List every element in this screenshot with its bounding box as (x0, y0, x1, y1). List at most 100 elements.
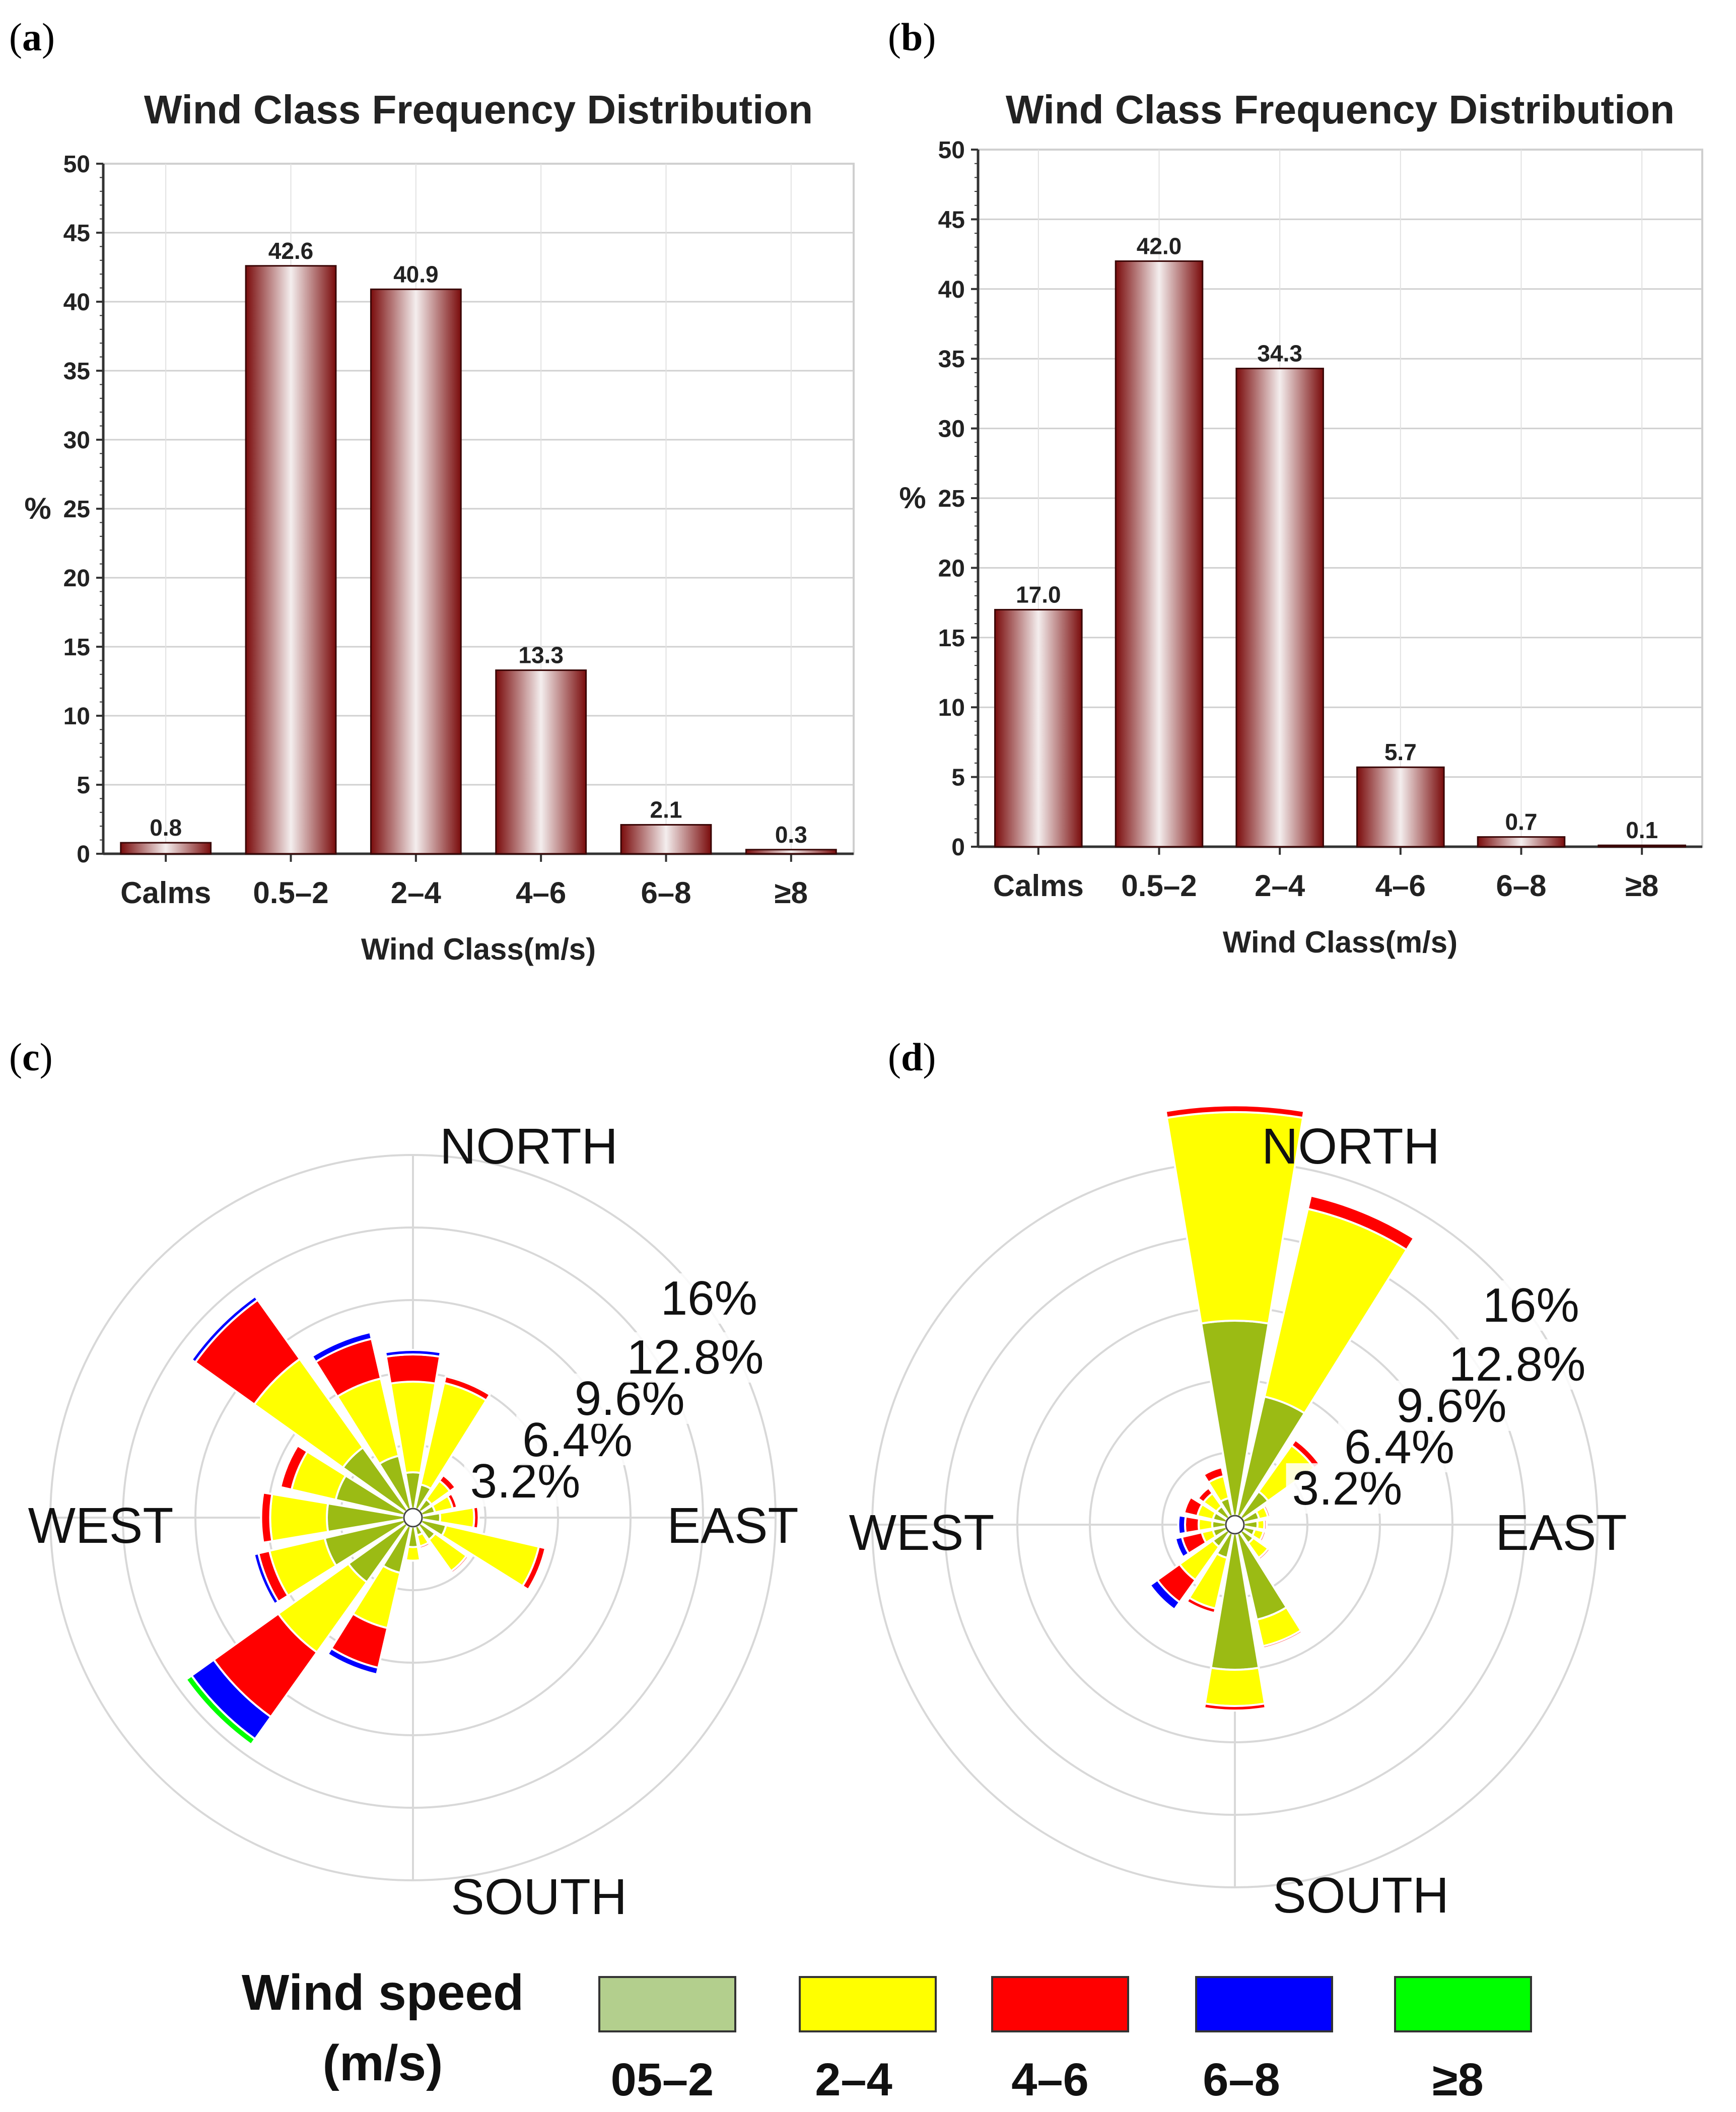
petal-270-2–4 (269, 1493, 329, 1542)
category-label: 2–4 (1255, 869, 1305, 903)
bar-chart-b: Wind Class Frequency Distribution 0 5 10 15 2… (899, 87, 1703, 959)
rose-petals (185, 1295, 547, 1746)
petal-337.5-6–8 (311, 1331, 373, 1363)
y-tick-label: 25 (63, 496, 90, 523)
y-tick-label: 30 (63, 427, 90, 454)
bar-≥8 (1598, 844, 1686, 848)
legend-swatch (1394, 1976, 1532, 2032)
petal-315-6–8 (190, 1295, 259, 1364)
category-label: 6–8 (641, 876, 691, 910)
north-label: NORTH (440, 1118, 618, 1175)
y-tick-label: 35 (938, 346, 965, 373)
ring-label-bg (1442, 1339, 1599, 1390)
panel-labels: (a) (b) (c) (d) (9, 15, 936, 1079)
legend-swatch (991, 1976, 1129, 2032)
legend-swatch (1195, 1976, 1333, 2032)
y-tick-label: 20 (938, 555, 965, 582)
data-label: 0.3 (775, 822, 807, 848)
data-label: 0.8 (150, 814, 182, 841)
chart-title: Wind Class Frequency Distribution (144, 87, 813, 132)
petal-135-4–6 (1258, 1547, 1271, 1561)
petal-270-4–6 (1184, 1515, 1200, 1534)
petal-247.5-6–8 (1174, 1536, 1190, 1558)
legend-label: ≥8 (1432, 2054, 1484, 2105)
petal-225-≥8 (185, 1674, 256, 1746)
y-axis-title: % (24, 492, 51, 525)
y-tick-label: 10 (63, 703, 90, 730)
panel-label-d: (d) (888, 1035, 936, 1079)
legend-swatch (598, 1976, 736, 2032)
category-label: 2–4 (391, 876, 442, 910)
panel-label-b: (b) (888, 15, 936, 59)
petal-157.5-4–6 (1262, 1629, 1303, 1650)
legend-label: 2–4 (815, 2054, 892, 2105)
legend-label: 05–2 (611, 2054, 714, 2105)
east-label: EAST (1495, 1505, 1627, 1561)
ring-label: 12.8% (627, 1330, 763, 1384)
bar-Calms (994, 608, 1083, 848)
petal-135-4–6 (450, 1554, 469, 1574)
petal-292.5-4–6 (279, 1444, 309, 1491)
east-label: EAST (667, 1497, 798, 1554)
y-tick-label: 5 (951, 765, 965, 791)
y-tick-label: 50 (63, 151, 90, 178)
south-label: SOUTH (1273, 1867, 1449, 1924)
y-tick-label: 45 (63, 220, 90, 247)
petal-202.5-4–6 (1186, 1597, 1217, 1614)
y-tick-label: 5 (77, 772, 90, 799)
category-label: Calms (993, 869, 1084, 903)
y-tick-label: 45 (938, 207, 965, 233)
petal-180-2–4 (404, 1545, 422, 1562)
legend-title-unit: (m/s) (323, 2035, 443, 2091)
petal-22.5-4–6 (443, 1375, 491, 1402)
petal-247.5-6–8 (253, 1552, 280, 1605)
y-tick-label: 0 (77, 841, 90, 868)
x-axis-title: Wind Class(m/s) (361, 932, 596, 966)
y-tick-label: 40 (938, 277, 965, 303)
petal-67.5-4–6 (446, 1492, 458, 1510)
data-label: 0.7 (1505, 809, 1538, 835)
legend-label: 4–6 (1011, 2054, 1089, 2105)
y-tick-label: 10 (938, 695, 965, 721)
data-label: 34.3 (1257, 340, 1302, 367)
ring-label-bg (1476, 1280, 1575, 1331)
y-tick-label: 30 (938, 416, 965, 443)
bar-chart-a: Wind Class Frequency Distribution 0 5 10 15 2… (24, 87, 855, 966)
category-label: 4–6 (1375, 869, 1426, 903)
petal-90-4–6 (472, 1506, 480, 1530)
data-label: 0.1 (1626, 817, 1658, 843)
petal-90-4–6 (1263, 1518, 1268, 1531)
petal-22.5-4–6 (1306, 1194, 1415, 1251)
panel-label-c: (c) (9, 1035, 53, 1079)
y-tick-label: 15 (938, 625, 965, 652)
north-label: NORTH (1262, 1118, 1440, 1175)
category-label: 0.5–2 (253, 876, 328, 910)
petal-270-2–4 (1198, 1518, 1214, 1532)
ring-label: 16% (661, 1271, 757, 1325)
data-label: 42.6 (268, 238, 314, 264)
petal-180-4–6 (1203, 1702, 1267, 1712)
bar-2–4 (1235, 368, 1324, 848)
west-label: WEST (849, 1505, 995, 1561)
bar-6–8 (620, 824, 712, 855)
petal-337.5-4–6 (1203, 1466, 1225, 1484)
petal-112.5-4–6 (521, 1545, 547, 1591)
category-label: 4–6 (516, 876, 566, 910)
petal-270-6–8 (1177, 1514, 1187, 1535)
category-label: 0.5–2 (1121, 869, 1197, 903)
petal-157.5-4–6 (419, 1541, 431, 1550)
petal-225-6–8 (1149, 1579, 1181, 1611)
legend-swatch (799, 1976, 937, 2032)
bar-0.5–2 (245, 265, 337, 855)
y-tick-label: 50 (938, 137, 965, 164)
category-label: ≥8 (775, 876, 808, 910)
y-tick-label: 35 (63, 358, 90, 385)
bar-2–4 (370, 288, 462, 855)
data-label: 13.3 (518, 642, 564, 668)
rose-petals (1149, 1104, 1415, 1712)
petal-0-4–6 (1164, 1104, 1305, 1119)
petal-67.5-4–6 (1263, 1504, 1272, 1518)
